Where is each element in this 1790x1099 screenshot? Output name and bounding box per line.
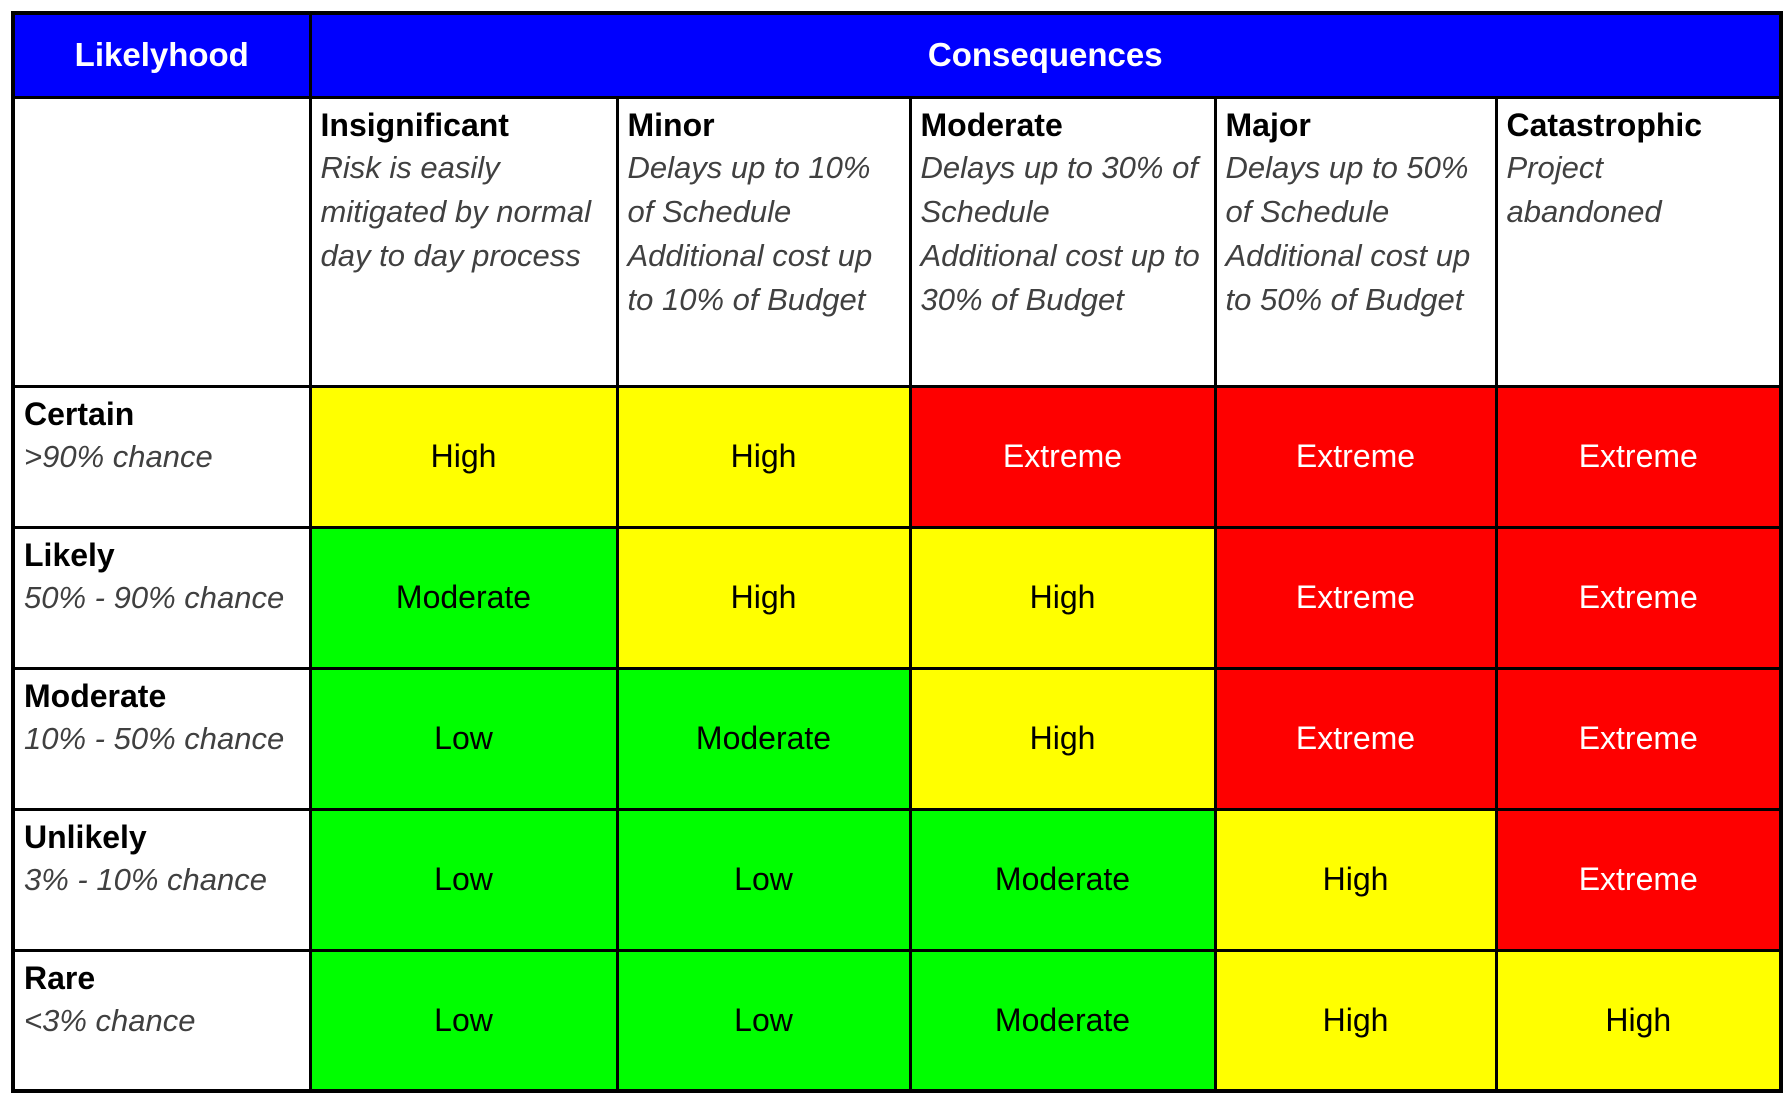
column-header-minor: Minor Delays up to 10% of Schedule Addit…: [615, 95, 912, 388]
consequences-header: Consequences: [308, 11, 1783, 99]
column-name: Insignificant: [320, 106, 509, 143]
column-header-moderate: Moderate Delays up to 30% of Schedule Ad…: [908, 95, 1217, 388]
risk-cell: High: [1213, 948, 1498, 1093]
risk-cell: Low: [308, 666, 619, 811]
column-description: Project abandoned: [1506, 149, 1662, 229]
column-name: Minor: [627, 106, 715, 143]
risk-cell: High: [1494, 948, 1783, 1093]
row-name: Moderate: [24, 677, 167, 714]
risk-cell: Low: [308, 807, 619, 952]
risk-cell: Moderate: [308, 525, 619, 670]
row-header-certain: Certain >90% chance: [11, 384, 312, 529]
risk-cell: Extreme: [1213, 384, 1498, 529]
column-description: Delays up to 50% of Schedule Additional …: [1225, 149, 1471, 317]
risk-cell: High: [615, 384, 912, 529]
risk-cell: Extreme: [1213, 525, 1498, 670]
risk-cell: High: [1213, 807, 1498, 952]
row-name: Certain: [24, 395, 135, 432]
column-description: Delays up to 30% of Schedule Additional …: [920, 149, 1200, 317]
risk-cell: Extreme: [1494, 384, 1783, 529]
likelihood-header: Likelyhood: [11, 11, 312, 99]
risk-cell: High: [615, 525, 912, 670]
empty-corner-cell: [11, 95, 312, 388]
risk-cell: Moderate: [615, 666, 912, 811]
row-chance: 3% - 10% chance: [24, 861, 267, 897]
row-header-moderate: Moderate 10% - 50% chance: [11, 666, 312, 811]
column-name: Moderate: [920, 106, 1063, 143]
risk-matrix-table: Likelyhood Consequences Insignificant Ri…: [11, 11, 1784, 1093]
column-description: Risk is easily mitigated by normal day t…: [320, 149, 592, 273]
column-description: Delays up to 10% of Schedule Additional …: [627, 149, 873, 317]
column-name: Catastrophic: [1506, 106, 1703, 143]
row-header-rare: Rare <3% chance: [11, 948, 312, 1093]
row-header-unlikely: Unlikely 3% - 10% chance: [11, 807, 312, 952]
risk-cell: Low: [615, 948, 912, 1093]
risk-cell: Extreme: [1213, 666, 1498, 811]
risk-cell: Extreme: [1494, 807, 1783, 952]
risk-cell: Low: [615, 807, 912, 952]
row-name: Likely: [24, 536, 115, 573]
column-name: Major: [1225, 106, 1311, 143]
risk-cell: Low: [308, 948, 619, 1093]
risk-cell: High: [308, 384, 619, 529]
column-header-insignificant: Insignificant Risk is easily mitigated b…: [308, 95, 619, 388]
row-name: Unlikely: [24, 818, 147, 855]
risk-cell: High: [908, 525, 1217, 670]
risk-cell: Extreme: [1494, 525, 1783, 670]
row-name: Rare: [24, 959, 96, 996]
row-header-likely: Likely 50% - 90% chance: [11, 525, 312, 670]
column-header-catastrophic: Catastrophic Project abandoned: [1494, 95, 1783, 388]
row-chance: >90% chance: [24, 438, 213, 474]
row-chance: <3% chance: [24, 1002, 196, 1038]
column-header-major: Major Delays up to 50% of Schedule Addit…: [1213, 95, 1498, 388]
risk-cell: Extreme: [1494, 666, 1783, 811]
risk-cell: Extreme: [908, 384, 1217, 529]
risk-cell: Moderate: [908, 948, 1217, 1093]
row-chance: 50% - 90% chance: [24, 579, 285, 615]
row-chance: 10% - 50% chance: [24, 720, 285, 756]
risk-cell: Moderate: [908, 807, 1217, 952]
risk-cell: High: [908, 666, 1217, 811]
